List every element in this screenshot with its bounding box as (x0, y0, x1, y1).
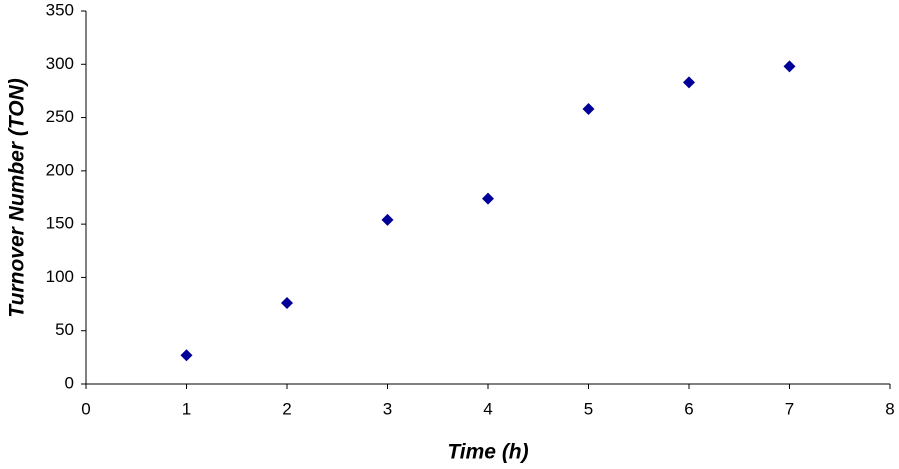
y-tick-label: 200 (46, 160, 74, 179)
point (582, 103, 595, 116)
point (281, 297, 293, 310)
x-tick-label: 8 (885, 399, 894, 418)
point (683, 76, 695, 89)
point (180, 349, 193, 362)
point (482, 192, 494, 205)
x-tick-label: 4 (483, 399, 492, 418)
x-tick-label: 1 (182, 399, 191, 418)
y-tick-label: 250 (46, 107, 74, 126)
x-axis-title: Time (h) (447, 441, 528, 464)
point (783, 60, 796, 73)
x-tick-label: 6 (684, 399, 693, 418)
y-tick-label: 50 (55, 320, 74, 339)
y-tick-label: 300 (46, 54, 74, 73)
x-tick-label: 5 (584, 399, 593, 418)
y-tick-label: 150 (46, 214, 74, 233)
y-tick-label: 0 (65, 373, 74, 392)
point (381, 213, 394, 226)
y-axis-title: Turnover Number (TON) (6, 78, 29, 318)
x-tick-label: 2 (282, 399, 291, 418)
x-tick-label: 3 (383, 399, 392, 418)
x-tick-label: 0 (81, 399, 90, 418)
y-tick-label: 100 (46, 267, 74, 286)
x-tick-label: 7 (785, 399, 794, 418)
y-tick-label: 350 (46, 0, 74, 19)
